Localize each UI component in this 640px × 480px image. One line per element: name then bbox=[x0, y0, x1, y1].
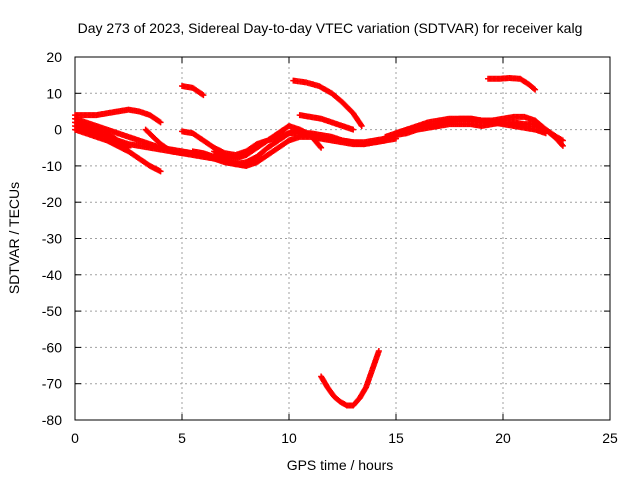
axis-ticks: 0 5 10 15 20 25 20 10 0 -10 -20 -30 -40 -50 -60 -70 -80 bbox=[42, 49, 618, 446]
data-point bbox=[531, 85, 538, 92]
data-point bbox=[393, 135, 399, 142]
data-point bbox=[199, 91, 206, 98]
series-arc-15 bbox=[318, 348, 382, 409]
y-tick-label: 20 bbox=[46, 49, 62, 65]
y-tick-label: 0 bbox=[54, 122, 62, 138]
y-axis-label: SDTVAR / TECUs bbox=[6, 182, 22, 294]
x-tick-label: 5 bbox=[178, 430, 186, 446]
y-tick-label: -10 bbox=[42, 158, 62, 174]
series-arc-13 bbox=[296, 112, 357, 133]
x-axis-label: GPS time / hours bbox=[287, 457, 394, 473]
data-point bbox=[350, 126, 357, 133]
chart-title: Day 273 of 2023, Sidereal Day-to-day VTE… bbox=[78, 20, 583, 36]
series-arc-11 bbox=[179, 83, 207, 99]
data-point bbox=[357, 121, 364, 128]
data-point bbox=[375, 348, 382, 355]
x-tick-label: 25 bbox=[602, 430, 618, 446]
y-tick-label: -70 bbox=[42, 376, 62, 392]
data-point bbox=[318, 144, 325, 151]
x-tick-label: 0 bbox=[71, 430, 79, 446]
x-tick-label: 20 bbox=[495, 430, 511, 446]
data-point bbox=[358, 122, 365, 129]
data-point bbox=[156, 118, 163, 125]
data-points bbox=[72, 75, 566, 409]
y-tick-label: 10 bbox=[46, 85, 62, 101]
data-point bbox=[317, 143, 324, 150]
series-arc-19 bbox=[485, 75, 539, 93]
data-point bbox=[559, 141, 566, 148]
y-tick-label: -80 bbox=[42, 412, 62, 428]
data-point bbox=[559, 142, 566, 149]
x-tick-label: 10 bbox=[281, 430, 297, 446]
series-arc-18 bbox=[435, 115, 549, 137]
y-tick-label: -30 bbox=[42, 231, 62, 247]
data-point bbox=[200, 92, 207, 99]
series-arc-14 bbox=[296, 130, 389, 148]
y-tick-label: -20 bbox=[42, 194, 62, 210]
series-arc-12 bbox=[290, 77, 365, 129]
y-tick-label: -40 bbox=[42, 267, 62, 283]
data-point bbox=[157, 168, 164, 175]
data-point bbox=[157, 119, 164, 126]
x-tick-label: 15 bbox=[388, 430, 404, 446]
data-point bbox=[542, 130, 549, 137]
gridlines bbox=[75, 57, 610, 420]
y-tick-label: -60 bbox=[42, 339, 62, 355]
data-point bbox=[532, 86, 539, 93]
series-arc-1 bbox=[72, 106, 164, 126]
y-tick-label: -50 bbox=[42, 303, 62, 319]
